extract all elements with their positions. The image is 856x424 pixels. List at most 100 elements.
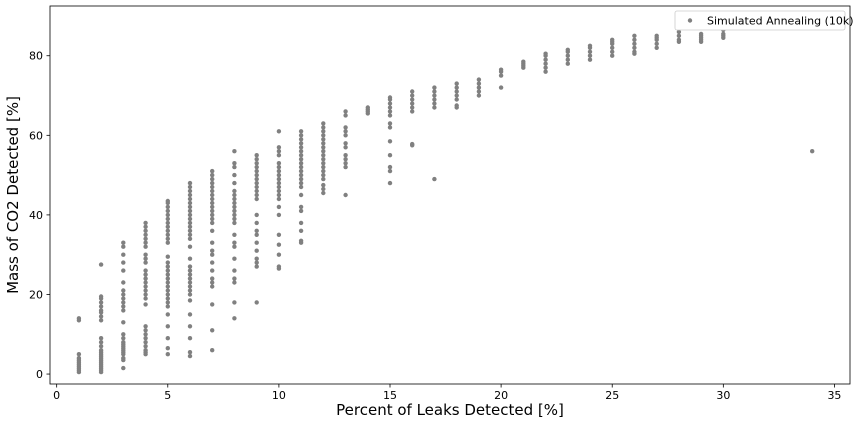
data-point bbox=[232, 276, 237, 281]
data-point bbox=[187, 350, 193, 355]
data-point bbox=[165, 204, 170, 210]
data-point bbox=[298, 204, 304, 210]
data-point bbox=[187, 208, 193, 214]
data-point bbox=[232, 268, 237, 273]
data-point bbox=[676, 37, 682, 42]
data-point bbox=[232, 200, 237, 206]
data-point bbox=[321, 129, 326, 134]
data-point bbox=[121, 308, 126, 313]
data-point bbox=[587, 53, 593, 58]
data-point bbox=[210, 284, 215, 289]
data-point bbox=[321, 157, 326, 162]
data-point bbox=[432, 101, 437, 106]
data-point bbox=[98, 314, 104, 319]
data-point bbox=[121, 304, 126, 309]
data-point bbox=[121, 365, 126, 371]
data-point bbox=[454, 93, 459, 98]
data-point bbox=[121, 336, 126, 341]
data-point bbox=[210, 180, 215, 186]
y-tick-label: 80 bbox=[29, 50, 43, 63]
data-point bbox=[276, 196, 282, 202]
data-point bbox=[187, 312, 193, 317]
data-point bbox=[143, 260, 148, 265]
data-point bbox=[210, 212, 215, 218]
data-point bbox=[632, 41, 637, 46]
data-point bbox=[165, 336, 170, 341]
data-point bbox=[143, 302, 148, 307]
data-point bbox=[343, 109, 348, 114]
data-point bbox=[143, 280, 148, 285]
data-point bbox=[143, 336, 148, 341]
data-point bbox=[587, 57, 593, 62]
data-point bbox=[121, 320, 126, 325]
data-point bbox=[187, 292, 193, 297]
data-point bbox=[476, 77, 482, 82]
data-point bbox=[387, 95, 393, 100]
data-point bbox=[276, 176, 282, 182]
data-point bbox=[254, 232, 259, 237]
data-point bbox=[343, 141, 348, 146]
data-point bbox=[321, 190, 326, 196]
data-point bbox=[165, 224, 170, 229]
data-point bbox=[210, 208, 215, 214]
data-point bbox=[143, 296, 148, 301]
data-point bbox=[343, 145, 348, 150]
data-point bbox=[321, 125, 326, 130]
y-tick-label: 0 bbox=[36, 368, 43, 381]
y-axis-label: Mass of CO2 Detected [%] bbox=[4, 96, 22, 294]
data-point bbox=[476, 85, 482, 90]
data-point bbox=[98, 344, 104, 349]
data-point bbox=[165, 236, 170, 241]
data-point bbox=[143, 328, 148, 333]
data-point bbox=[187, 200, 193, 206]
data-point bbox=[210, 228, 215, 233]
data-point bbox=[321, 153, 326, 158]
data-point bbox=[276, 168, 282, 174]
data-point bbox=[321, 168, 326, 174]
data-point bbox=[165, 276, 170, 281]
data-point bbox=[232, 216, 237, 222]
data-point bbox=[454, 89, 459, 94]
x-tick-label: 35 bbox=[827, 389, 841, 402]
data-point bbox=[254, 176, 259, 182]
data-point bbox=[165, 284, 170, 289]
data-point bbox=[276, 153, 282, 158]
data-point bbox=[410, 93, 415, 98]
data-point bbox=[143, 236, 148, 241]
plot-area-frame bbox=[49, 5, 851, 385]
data-point bbox=[298, 172, 304, 178]
data-point bbox=[343, 164, 348, 170]
data-point bbox=[254, 212, 259, 218]
data-point bbox=[254, 180, 259, 186]
data-point bbox=[276, 264, 282, 269]
legend-label: Simulated Annealing (10k) bbox=[707, 15, 854, 28]
data-point bbox=[276, 232, 282, 237]
data-point bbox=[210, 260, 215, 265]
data-point bbox=[276, 161, 282, 166]
data-point bbox=[187, 236, 193, 241]
data-point bbox=[143, 272, 148, 277]
data-point bbox=[476, 81, 482, 86]
data-point bbox=[698, 31, 704, 37]
data-point bbox=[165, 254, 170, 259]
data-point bbox=[632, 33, 637, 38]
data-point bbox=[143, 276, 148, 281]
data-point bbox=[254, 192, 259, 198]
data-point bbox=[165, 288, 170, 293]
data-point bbox=[276, 180, 282, 186]
data-point bbox=[165, 346, 170, 351]
data-point bbox=[143, 348, 148, 353]
data-point bbox=[298, 153, 304, 158]
data-point bbox=[165, 292, 170, 297]
data-point bbox=[410, 97, 415, 102]
x-tick-label: 30 bbox=[716, 389, 730, 402]
data-point bbox=[254, 172, 259, 178]
y-tick-label: 20 bbox=[29, 288, 43, 301]
data-point bbox=[432, 176, 437, 182]
data-point bbox=[343, 133, 348, 138]
data-point bbox=[387, 153, 393, 158]
data-point bbox=[165, 324, 170, 329]
data-point bbox=[498, 67, 504, 72]
data-point bbox=[165, 296, 170, 301]
